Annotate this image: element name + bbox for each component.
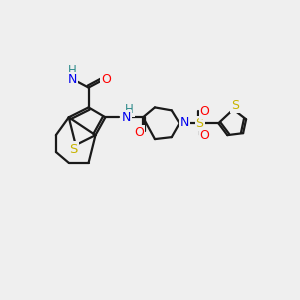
Text: N: N [122,111,131,124]
Text: H: H [68,64,77,77]
Text: O: O [200,129,209,142]
Text: N: N [68,73,77,86]
Text: S: S [231,99,239,112]
Text: S: S [70,142,78,155]
Text: S: S [196,117,203,130]
Text: O: O [200,105,209,118]
Text: O: O [101,73,111,86]
Text: O: O [134,126,144,139]
Text: H: H [125,103,134,116]
Text: N: N [180,116,189,129]
